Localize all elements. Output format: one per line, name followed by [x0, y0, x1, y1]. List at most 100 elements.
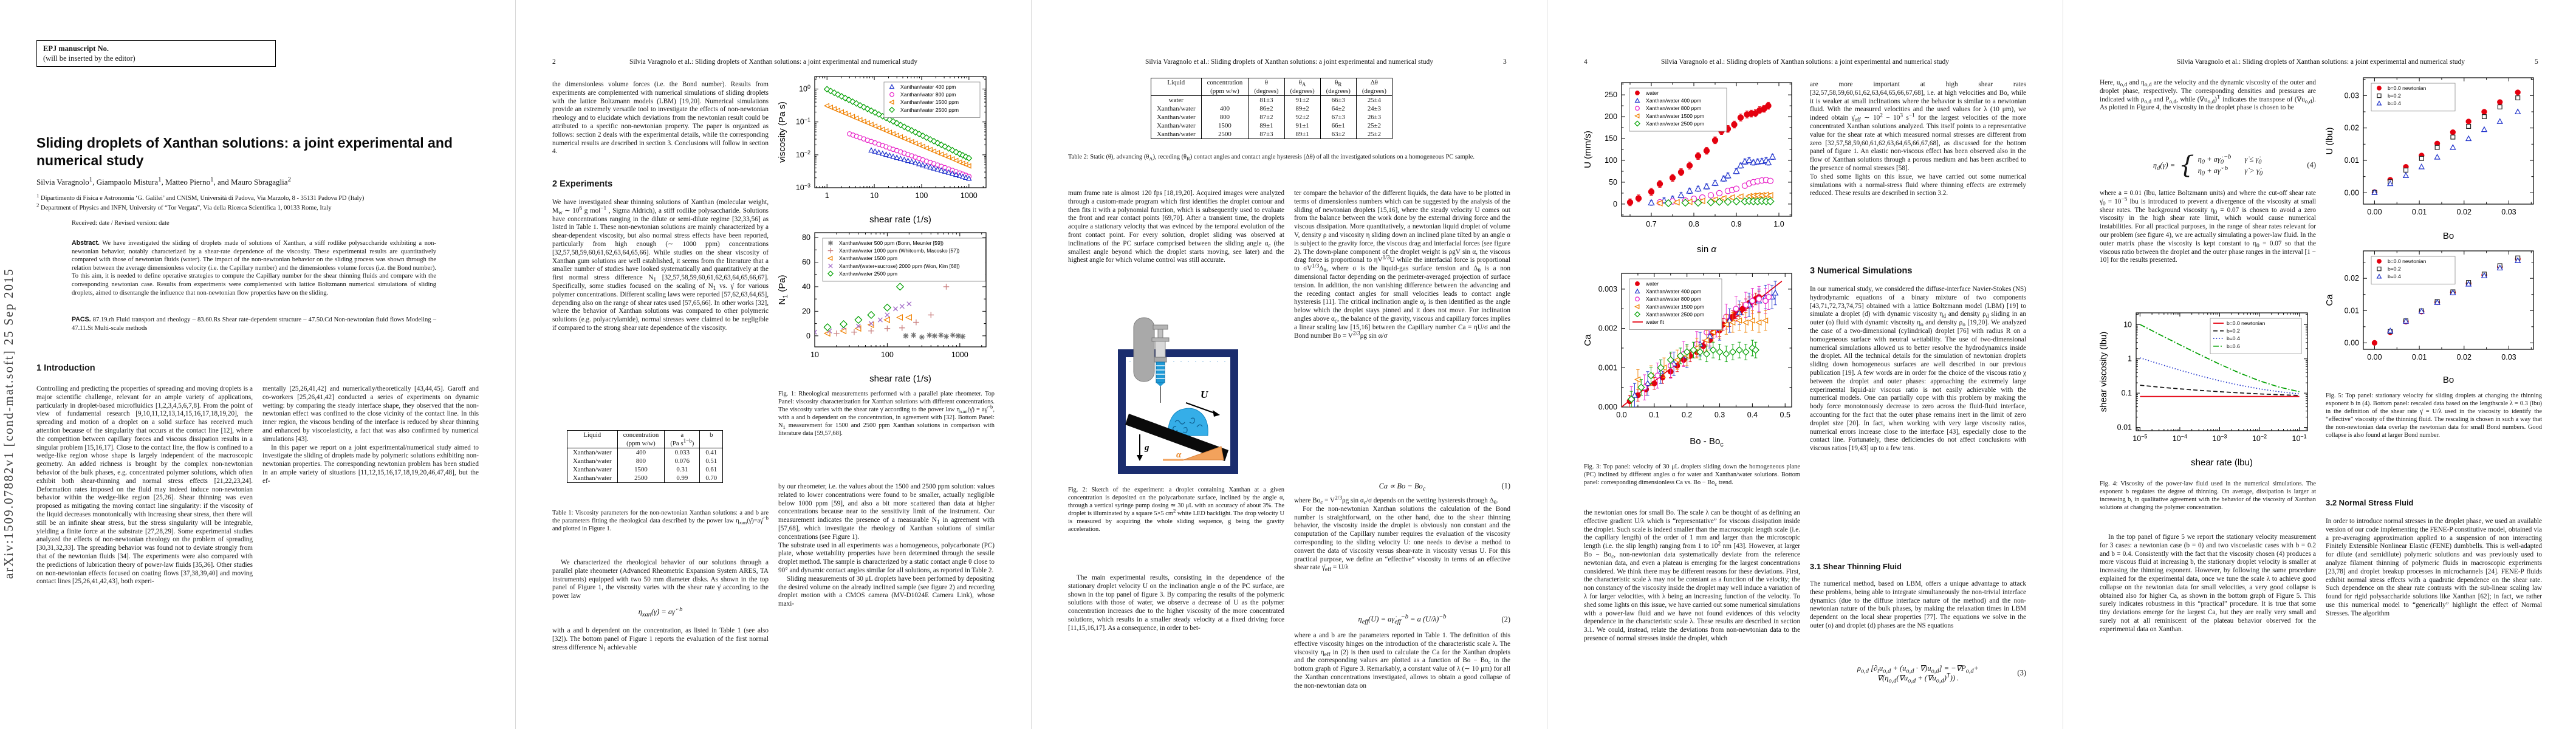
- text: Xanthan/water 800 ppm: [1646, 296, 1701, 302]
- path: [932, 333, 937, 339]
- paragraph: Controlling and predicting the propertie…: [36, 385, 253, 586]
- rect: [2371, 83, 2456, 112]
- tspan: Bo: [2443, 375, 2454, 385]
- path: [1647, 372, 1655, 380]
- path: [1735, 346, 1743, 354]
- text: viscosity (Pa s): [777, 101, 787, 163]
- path: [883, 151, 889, 157]
- equation-3: ρo,d [∂tuo,d + (uo,d · ∇)uo,d] = −∇Po,d+…: [1810, 663, 2026, 684]
- path: [1729, 319, 1736, 326]
- path: [868, 107, 875, 114]
- path: [934, 166, 941, 172]
- path: [938, 332, 944, 338]
- table-cell: 86±2: [1248, 104, 1284, 113]
- rect: [1151, 337, 1170, 342]
- path: [897, 122, 904, 129]
- table-header-cell: (degrees): [1248, 87, 1284, 96]
- sub: xan: [959, 408, 968, 415]
- table-cell: 67±3: [1320, 113, 1357, 122]
- sup: −b: [1439, 613, 1447, 620]
- text: 0.01: [2345, 156, 2359, 165]
- path: [905, 157, 911, 163]
- text: 100: [799, 84, 810, 94]
- text: 200: [1605, 112, 1617, 121]
- path: [2376, 273, 2382, 279]
- tspan: Ca: [2324, 294, 2335, 306]
- paragraph: ter compare the behavior of the differen…: [1294, 190, 1510, 340]
- tspan: 0.02: [2345, 124, 2359, 132]
- tspan: −1: [2300, 433, 2306, 439]
- g: [868, 147, 972, 181]
- paragraph: The main experimental results, consistin…: [1068, 574, 1284, 632]
- text: 0.0: [1616, 411, 1626, 419]
- velocity-arrow: U: [1185, 389, 1220, 417]
- path: [1634, 113, 1640, 119]
- tspan: 0.2: [1682, 411, 1692, 419]
- path: [1755, 319, 1762, 326]
- path: [908, 139, 914, 145]
- page4-col-right-3: The numerical method, based on LBM, offe…: [1810, 580, 2026, 631]
- paragraph: The numerical method, based on LBM, offe…: [1810, 580, 2026, 629]
- sup: −b: [762, 515, 769, 521]
- sup: 1/3: [1382, 255, 1390, 261]
- circle: [1716, 190, 1723, 197]
- paragraph: Sliding measurements of 30 μL droplets h…: [778, 575, 995, 608]
- tspan: 10: [2212, 434, 2221, 443]
- sup: −1: [1908, 112, 1915, 119]
- rect: [2419, 156, 2424, 161]
- text: shear viscosity (lbu): [2098, 332, 2109, 412]
- page-4: 4 Silvia Varagnolo et al.: Sliding dropl…: [1547, 0, 2063, 729]
- table-header-cell: b: [699, 430, 723, 439]
- text: 0.00: [2345, 188, 2359, 197]
- g: [815, 77, 986, 188]
- g: [1628, 340, 1759, 407]
- path: [892, 306, 899, 312]
- path: [901, 135, 907, 142]
- tspan: Bo - Bo: [1690, 436, 1720, 447]
- tspan: 150: [1605, 134, 1617, 143]
- table-cell: 0.99: [664, 474, 700, 483]
- text: 1.0: [1773, 220, 1784, 228]
- tspan: 250: [1605, 91, 1617, 99]
- sup: −1: [600, 205, 607, 212]
- path: [889, 106, 895, 113]
- sub: 0: [2102, 201, 2106, 208]
- page5-col-left: Here, uo,d and ηo,d are the velocity and…: [2100, 79, 2316, 112]
- text: 10−3: [796, 182, 810, 192]
- tspan: 0.003: [1598, 285, 1617, 293]
- path: [834, 91, 841, 98]
- path: [883, 317, 891, 323]
- tspan: 0.9: [1731, 220, 1741, 228]
- sub: o,d: [1906, 668, 1914, 675]
- path: [960, 334, 966, 340]
- path: [1694, 199, 1702, 207]
- page2-col-right-text: by our rheometer, i.e. the values about …: [778, 483, 995, 609]
- sub: o: [1920, 322, 1923, 329]
- text: 0.5: [1780, 411, 1790, 419]
- text: 10−2: [2252, 433, 2267, 443]
- path: [1634, 97, 1640, 103]
- path: [1720, 174, 1727, 182]
- tspan: 1: [782, 295, 789, 298]
- sup: T: [2216, 94, 2221, 100]
- g: [2371, 108, 2521, 195]
- polygon: [1213, 410, 1220, 417]
- droplet: [1167, 408, 1208, 436]
- gravity-arrow: g: [1137, 434, 1149, 461]
- tspan: 100: [881, 351, 894, 359]
- table-cell: 24±3: [1355, 104, 1392, 113]
- table-header-cell: θA: [1284, 78, 1321, 87]
- received-line: Received: date / Revised version: date: [72, 220, 170, 227]
- table-cell: 400: [1201, 104, 1249, 113]
- sub: o,d: [2120, 82, 2128, 89]
- text: 0.01: [2412, 208, 2427, 216]
- equation-body: ηxan(γ̇) = aγ̇−b: [638, 606, 683, 618]
- tspan: 0.1: [1649, 411, 1659, 419]
- page3-col-left: mum frame rate is almost 120 fps [18,19,…: [1068, 190, 1284, 265]
- tspan: 0.1: [2122, 389, 2132, 397]
- table-cell: Xanthan/water: [573, 466, 612, 473]
- tspan: 0: [806, 332, 810, 340]
- subsection-3-1: 3.1 Shear Thinning Fluid: [1810, 562, 1902, 571]
- text: 0.7: [1646, 220, 1656, 228]
- path: [928, 312, 934, 318]
